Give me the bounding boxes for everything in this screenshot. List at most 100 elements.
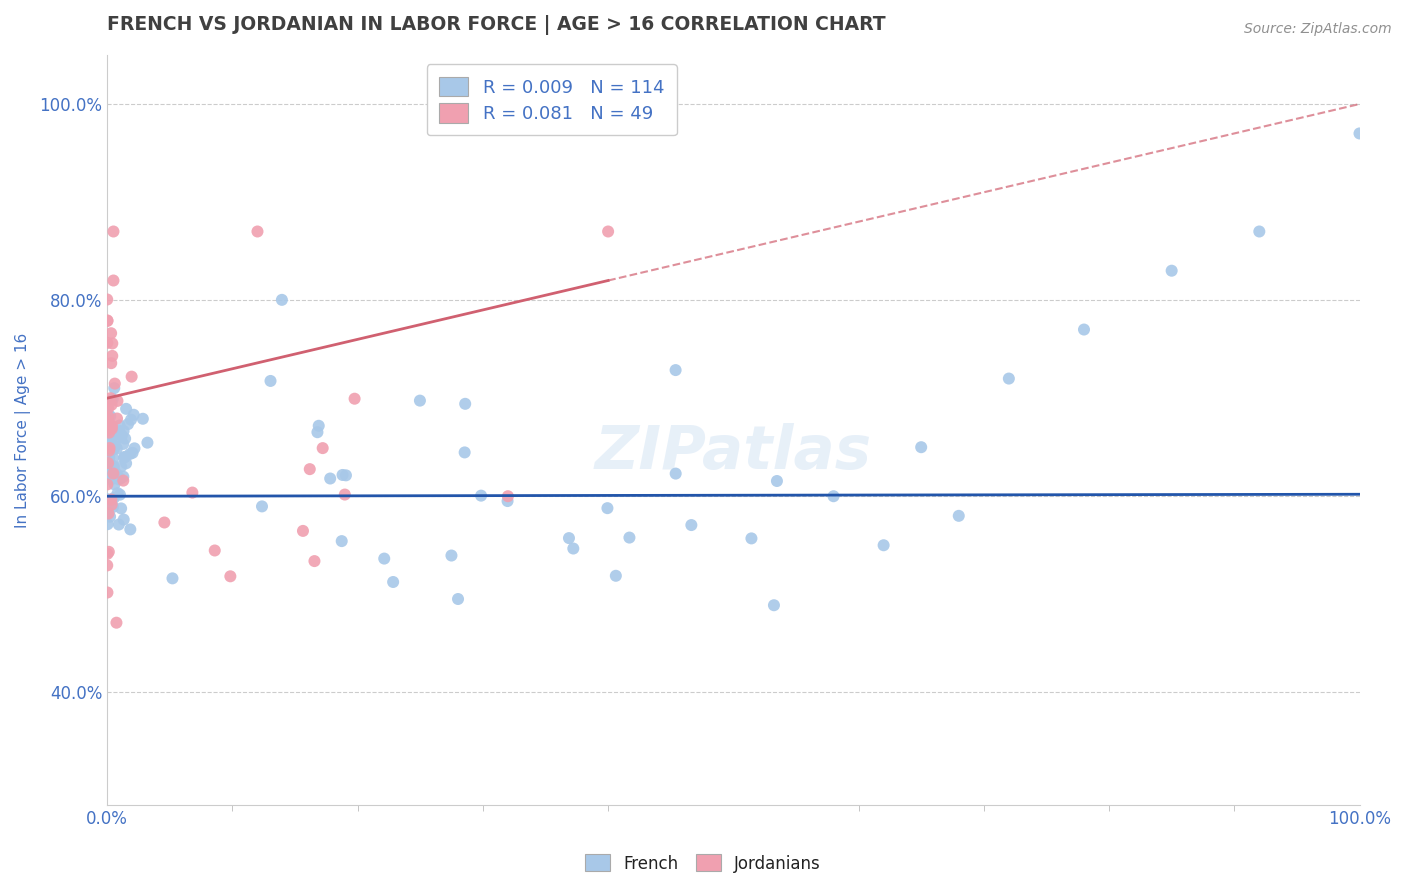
Point	[740, 532, 762, 546]
Point	[97, 416, 120, 430]
Point	[259, 374, 281, 388]
Point	[101, 500, 124, 514]
Point	[108, 424, 131, 438]
Point	[110, 459, 132, 474]
Point	[121, 446, 143, 460]
Point	[110, 472, 132, 486]
Point	[250, 500, 273, 514]
Point	[97, 409, 120, 424]
Point	[605, 568, 627, 582]
Point	[121, 369, 143, 384]
Point	[98, 432, 121, 446]
Point	[103, 491, 125, 505]
Point	[948, 508, 970, 523]
Point	[98, 458, 121, 472]
Point	[112, 450, 135, 465]
Point	[98, 509, 121, 524]
Point	[447, 592, 470, 607]
Point	[110, 501, 132, 516]
Point	[96, 492, 118, 507]
Point	[1073, 322, 1095, 336]
Point	[100, 472, 122, 486]
Point	[100, 356, 122, 370]
Point	[96, 335, 118, 350]
Point	[98, 456, 121, 470]
Legend: French, Jordanians: French, Jordanians	[579, 847, 827, 880]
Point	[112, 512, 135, 526]
Point	[101, 392, 124, 407]
Legend: R = 0.009   N = 114, R = 0.081   N = 49: R = 0.009 N = 114, R = 0.081 N = 49	[426, 64, 676, 136]
Point	[96, 547, 118, 561]
Point	[101, 349, 124, 363]
Point	[98, 451, 121, 466]
Point	[101, 464, 124, 478]
Point	[330, 534, 353, 549]
Point	[100, 398, 122, 412]
Point	[100, 498, 122, 512]
Point	[440, 549, 463, 563]
Point	[872, 538, 894, 552]
Point	[112, 424, 135, 438]
Point	[112, 437, 135, 451]
Point	[100, 418, 122, 433]
Point	[120, 412, 142, 426]
Point	[112, 469, 135, 483]
Point	[97, 401, 120, 415]
Point	[98, 441, 121, 455]
Point	[136, 435, 159, 450]
Point	[97, 449, 120, 463]
Point	[153, 516, 176, 530]
Point	[97, 413, 120, 427]
Point	[596, 501, 619, 516]
Point	[219, 569, 242, 583]
Point	[270, 293, 292, 307]
Point	[308, 418, 330, 433]
Point	[98, 443, 121, 458]
Point	[96, 585, 118, 599]
Point	[115, 401, 138, 416]
Point	[101, 430, 124, 444]
Point	[619, 531, 641, 545]
Point	[98, 450, 121, 464]
Point	[96, 452, 118, 467]
Point	[382, 574, 405, 589]
Point	[105, 426, 128, 441]
Point	[103, 381, 125, 395]
Point	[114, 432, 136, 446]
Point	[108, 430, 131, 444]
Point	[107, 472, 129, 486]
Point	[132, 411, 155, 425]
Point	[291, 524, 314, 538]
Point	[823, 489, 845, 503]
Point	[115, 456, 138, 470]
Point	[107, 517, 129, 532]
Point	[124, 442, 146, 456]
Point	[665, 467, 688, 481]
Point	[103, 459, 125, 474]
Point	[100, 492, 122, 507]
Point	[98, 425, 121, 440]
Point	[101, 336, 124, 351]
Text: ZIPatlas: ZIPatlas	[595, 423, 872, 482]
Point	[111, 428, 134, 442]
Point	[343, 392, 366, 406]
Point	[97, 456, 120, 470]
Point	[112, 474, 135, 488]
Point	[204, 543, 226, 558]
Point	[181, 485, 204, 500]
Point	[96, 293, 118, 307]
Point	[103, 438, 125, 452]
Point	[409, 393, 432, 408]
Point	[97, 408, 120, 422]
Point	[100, 498, 122, 512]
Point	[103, 225, 125, 239]
Point	[562, 541, 585, 556]
Point	[100, 326, 122, 341]
Point	[117, 417, 139, 431]
Point	[681, 518, 703, 533]
Point	[307, 425, 329, 440]
Point	[1348, 127, 1371, 141]
Point	[107, 393, 129, 408]
Point	[96, 314, 118, 328]
Point	[118, 447, 141, 461]
